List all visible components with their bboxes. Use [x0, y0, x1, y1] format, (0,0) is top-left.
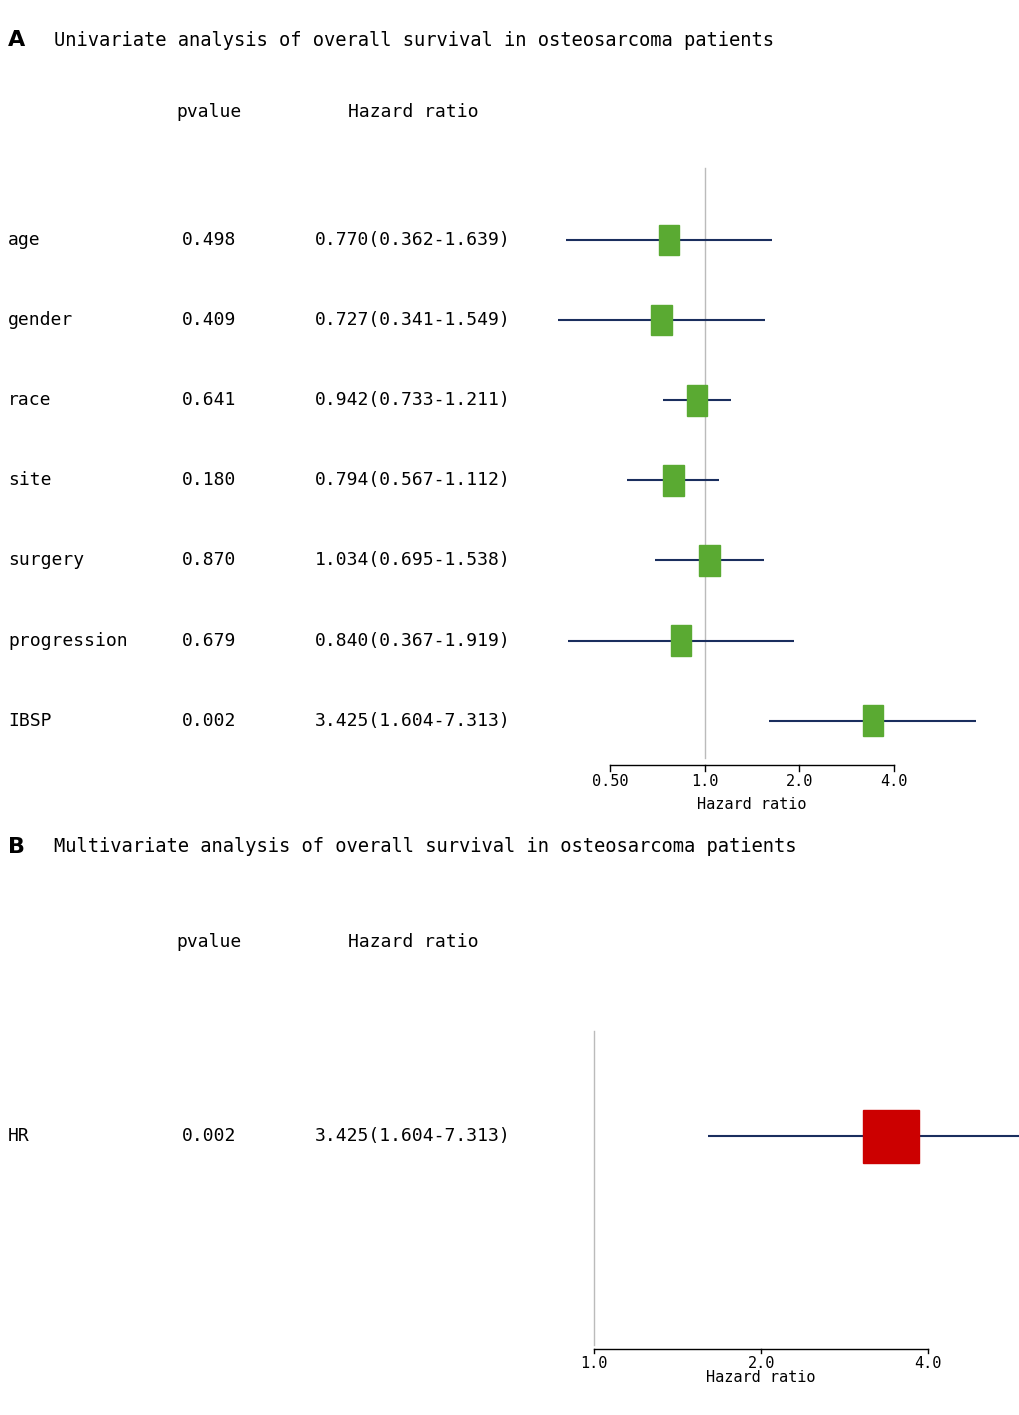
Bar — [699, 545, 719, 576]
Text: Hazard ratio: Hazard ratio — [697, 797, 806, 812]
Text: Hazard ratio: Hazard ratio — [706, 1370, 815, 1385]
Text: surgery: surgery — [8, 552, 85, 569]
Text: 0.180: 0.180 — [181, 471, 236, 490]
Text: 1.034(0.695-1.538): 1.034(0.695-1.538) — [315, 552, 511, 569]
Text: 1.0: 1.0 — [691, 774, 717, 790]
Text: HR: HR — [8, 1128, 30, 1145]
Text: 0.942(0.733-1.211): 0.942(0.733-1.211) — [315, 392, 511, 409]
Text: progression: progression — [8, 631, 127, 649]
Text: 0.002: 0.002 — [181, 712, 236, 730]
Text: 0.770(0.362-1.639): 0.770(0.362-1.639) — [315, 231, 511, 249]
Text: 0.679: 0.679 — [181, 631, 236, 649]
Text: 0.002: 0.002 — [181, 1128, 236, 1145]
Text: 0.498: 0.498 — [181, 231, 236, 249]
Text: site: site — [8, 471, 52, 490]
Text: 0.409: 0.409 — [181, 311, 236, 330]
Text: 2.0: 2.0 — [747, 1356, 774, 1371]
Text: pvalue: pvalue — [176, 103, 242, 122]
Text: B: B — [8, 838, 25, 857]
Text: gender: gender — [8, 311, 73, 330]
Text: Hazard ratio: Hazard ratio — [347, 103, 478, 122]
Bar — [662, 466, 683, 495]
Text: 0.50: 0.50 — [591, 774, 628, 790]
Text: Multivariate analysis of overall survival in osteosarcoma patients: Multivariate analysis of overall surviva… — [54, 838, 796, 856]
Bar — [650, 306, 671, 335]
Text: IBSP: IBSP — [8, 712, 52, 730]
Bar — [658, 225, 679, 256]
Text: race: race — [8, 392, 52, 409]
Bar — [686, 385, 706, 416]
Text: A: A — [8, 30, 25, 50]
Text: 0.641: 0.641 — [181, 392, 236, 409]
Bar — [862, 706, 882, 736]
Text: 4.0: 4.0 — [879, 774, 907, 790]
Text: 3.425(1.604-7.313): 3.425(1.604-7.313) — [315, 1128, 511, 1145]
Text: 4.0: 4.0 — [913, 1356, 941, 1371]
Text: Hazard ratio: Hazard ratio — [347, 932, 478, 951]
Text: age: age — [8, 231, 41, 249]
Text: Univariate analysis of overall survival in osteosarcoma patients: Univariate analysis of overall survival … — [54, 31, 773, 50]
Text: 2.0: 2.0 — [785, 774, 812, 790]
Text: 0.794(0.567-1.112): 0.794(0.567-1.112) — [315, 471, 511, 490]
Bar — [671, 625, 691, 655]
Text: 0.840(0.367-1.919): 0.840(0.367-1.919) — [315, 631, 511, 649]
Text: 0.727(0.341-1.549): 0.727(0.341-1.549) — [315, 311, 511, 330]
Text: 1.0: 1.0 — [580, 1356, 607, 1371]
Bar — [862, 1109, 918, 1163]
Text: pvalue: pvalue — [176, 932, 242, 951]
Text: 0.870: 0.870 — [181, 552, 236, 569]
Text: 3.425(1.604-7.313): 3.425(1.604-7.313) — [315, 712, 511, 730]
